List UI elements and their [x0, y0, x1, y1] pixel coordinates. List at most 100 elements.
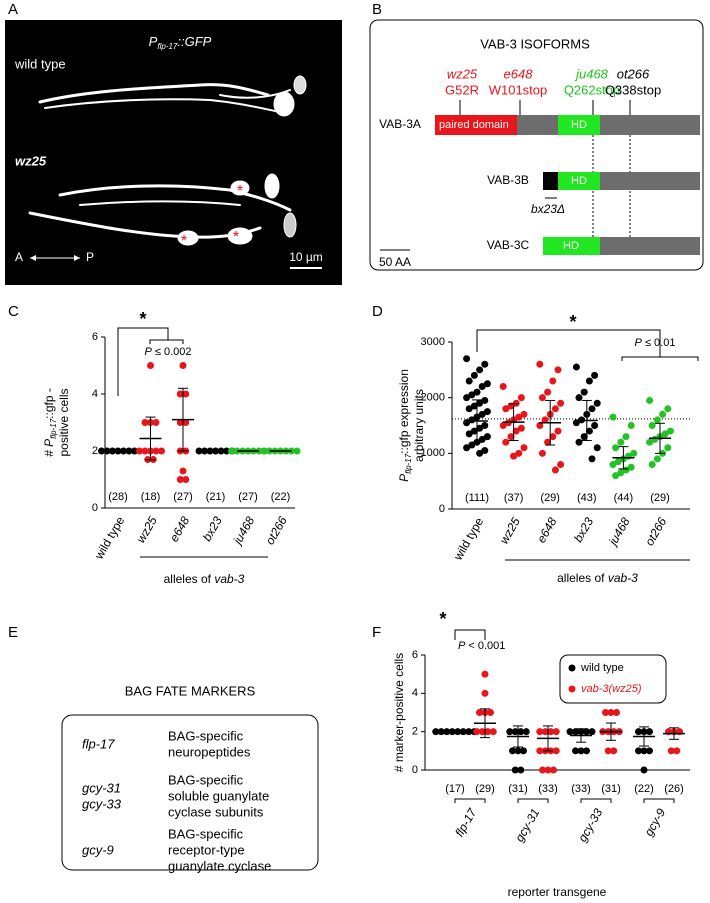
data-point: [515, 413, 523, 421]
genotype-label: wild type: [14, 56, 66, 71]
neurons: [28, 75, 307, 246]
y-tick-label: 6: [92, 331, 98, 343]
data-point: [539, 766, 546, 774]
p-value: P < 0.001: [458, 640, 505, 652]
y-tick-label: 0: [92, 502, 98, 514]
data-point: [572, 747, 579, 755]
label-part: vab-3: [214, 572, 244, 586]
amino-acid-change: G52R: [445, 82, 479, 97]
data-point: [551, 405, 559, 413]
data-point: [483, 433, 491, 441]
data-point: [627, 422, 635, 429]
data-point: [544, 438, 552, 446]
x-tick-label: ju468: [605, 515, 633, 549]
x-tick-label: e648: [534, 515, 560, 545]
amino-acid-change: W101stop: [489, 82, 548, 97]
group-bracket: [454, 798, 486, 803]
legend-label: wild type: [580, 662, 624, 674]
data-point: [473, 728, 481, 736]
y-axis-label: # marker-positive cells: [392, 653, 406, 772]
data-point: [468, 441, 476, 449]
data-point: [487, 709, 494, 716]
data-point: [98, 447, 105, 455]
sample-size: (29): [540, 492, 560, 504]
gene-description: BAG-specific: [168, 772, 244, 787]
data-point: [609, 413, 617, 421]
data-point: [575, 394, 583, 402]
data-point: [673, 747, 681, 755]
data-point: [646, 728, 653, 736]
sample-size: (27): [173, 491, 193, 503]
data-point: [512, 427, 520, 435]
p-text: < 0.001: [465, 640, 505, 652]
label-subscript: flp-17: [49, 418, 58, 439]
amino-acid-change: Q338stop: [605, 82, 661, 97]
p-text: ≤ 0.01: [642, 337, 676, 349]
data-point: [661, 430, 669, 438]
y-tick-label: 6: [412, 649, 418, 661]
data-point: [627, 463, 635, 471]
data-point: [517, 766, 525, 774]
title-subscript: flp-17: [157, 42, 178, 51]
sample-size: (22): [271, 491, 291, 503]
data-point: [617, 438, 625, 446]
data-point: [481, 422, 489, 429]
data-point: [536, 360, 544, 368]
data-point: [583, 747, 590, 755]
data-point: [666, 427, 674, 435]
panel-label: D: [372, 303, 383, 320]
y-tick-label: 2: [92, 445, 98, 457]
data-point: [176, 476, 184, 483]
data-point: [141, 419, 149, 426]
data-point: [512, 399, 520, 407]
data-point: [648, 422, 656, 429]
y-axis-label: # Pflp-17::gfp -: [42, 388, 58, 457]
domain-label: HD: [563, 240, 579, 252]
scale-label: 10 µm: [289, 250, 323, 264]
data-point: [182, 419, 190, 426]
panel-a-title: Pflp-17::GFP: [149, 34, 212, 51]
asterisk: *: [233, 229, 239, 246]
data-point: [507, 433, 515, 441]
group-bracket: [517, 798, 549, 803]
sample-size: (111): [465, 492, 489, 504]
data-point: [667, 747, 675, 755]
gene-name: gcy-9: [82, 842, 114, 857]
gene-name: gcy-33: [82, 796, 122, 811]
gene-name: flp-17: [82, 736, 115, 751]
sample-size: (29): [475, 783, 495, 795]
label-part: ::gfp -: [42, 388, 56, 419]
x-tick-label: wz25: [134, 514, 160, 546]
data-point: [517, 728, 525, 736]
significance-bracket: [476, 329, 699, 361]
isoforms-title: VAB-3 ISOFORMS: [480, 36, 590, 51]
micrograph: [5, 20, 342, 285]
x-axis-label: alleles of vab-3: [164, 572, 245, 586]
data-point: [622, 433, 630, 441]
data-point: [554, 366, 562, 374]
sample-size: (18): [141, 491, 161, 503]
panel-label: F: [372, 624, 381, 641]
data-point: [473, 388, 481, 396]
data-point: [483, 380, 491, 388]
data-point: [552, 747, 560, 755]
data-point: [465, 728, 473, 736]
y-tick-label: 0: [412, 764, 418, 776]
data-point: [182, 476, 190, 483]
data-point: [463, 444, 471, 452]
data-point: [179, 467, 187, 475]
data-point: [510, 452, 518, 460]
gene-description: guanylate cyclase: [168, 858, 271, 873]
data-point: [152, 419, 160, 426]
gene-description: cyclase subunits: [168, 804, 264, 819]
data-point: [176, 419, 184, 426]
sample-size: (21): [206, 491, 226, 503]
domain-label: paired domain: [439, 119, 509, 131]
data-point: [141, 447, 149, 455]
data-point: [463, 419, 471, 427]
x-tick-label: bx23: [571, 515, 596, 545]
y-tick-label: 0: [439, 503, 445, 515]
allele-name: wz25: [447, 66, 478, 81]
